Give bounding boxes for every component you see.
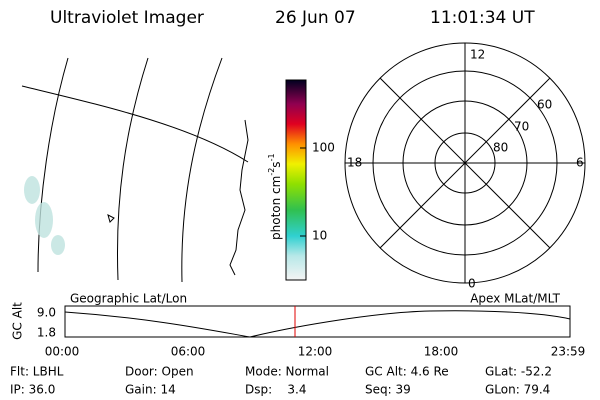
- orbit-axis-label: GC Alt: [11, 302, 25, 340]
- info-field: Flt: LBHL: [10, 365, 64, 379]
- time: 11:01:34 UT: [430, 8, 535, 28]
- mlt-label: 0: [468, 277, 476, 291]
- info-field: Door: Open: [125, 365, 194, 379]
- map: [21, 57, 249, 283]
- mlt-label: 12: [470, 48, 485, 62]
- orbit-left-label: Geographic Lat/Lon: [70, 292, 187, 306]
- info-field: GLon: 79.4: [485, 383, 550, 397]
- orbit-xtick: 23:59: [551, 345, 586, 359]
- orbit-xtick: 12:00: [298, 345, 333, 359]
- orbit-xtick: 00:00: [45, 345, 80, 359]
- orbit-frame: [64, 305, 571, 338]
- mlt-label: 18: [347, 156, 362, 170]
- colorbar: [285, 79, 307, 281]
- lat-label: 60: [537, 98, 552, 112]
- date: 26 Jun 07: [275, 8, 356, 28]
- instrument: Ultraviolet Imager: [50, 8, 204, 28]
- orbit-curve: [64, 310, 571, 338]
- info-field: Seq: 39: [365, 383, 411, 397]
- orbit-xtick: 06:00: [171, 345, 206, 359]
- mlt-label: 6: [576, 156, 584, 170]
- orbit-xtick: 18:00: [424, 345, 459, 359]
- colorbar-unit: photon cm-2s-1: [267, 153, 283, 240]
- info-field: GC Alt: 4.6 Re: [365, 365, 449, 379]
- lat-label: 70: [514, 120, 529, 134]
- lat-label: 80: [493, 141, 508, 155]
- colorbar-tick: 10: [312, 229, 327, 243]
- info-field: GLat: -52.2: [485, 365, 552, 379]
- info-field: IP: 36.0: [10, 383, 55, 397]
- orbit-ytick: 1.8: [37, 326, 56, 340]
- orbit-right-label: Apex MLat/MLT: [470, 292, 560, 306]
- info-field: Dsp: 3.4: [245, 383, 307, 397]
- info-panel: Flt: LBHL Door: Open Mode: Normal GC Alt: 4…: [10, 365, 552, 397]
- polar-grid: [344, 42, 586, 284]
- info-field: Mode: Normal: [245, 365, 329, 379]
- orbit-ytick: 9.0: [37, 306, 56, 320]
- info-field: Gain: 14: [125, 383, 176, 397]
- colorbar-tick: 100: [312, 141, 335, 155]
